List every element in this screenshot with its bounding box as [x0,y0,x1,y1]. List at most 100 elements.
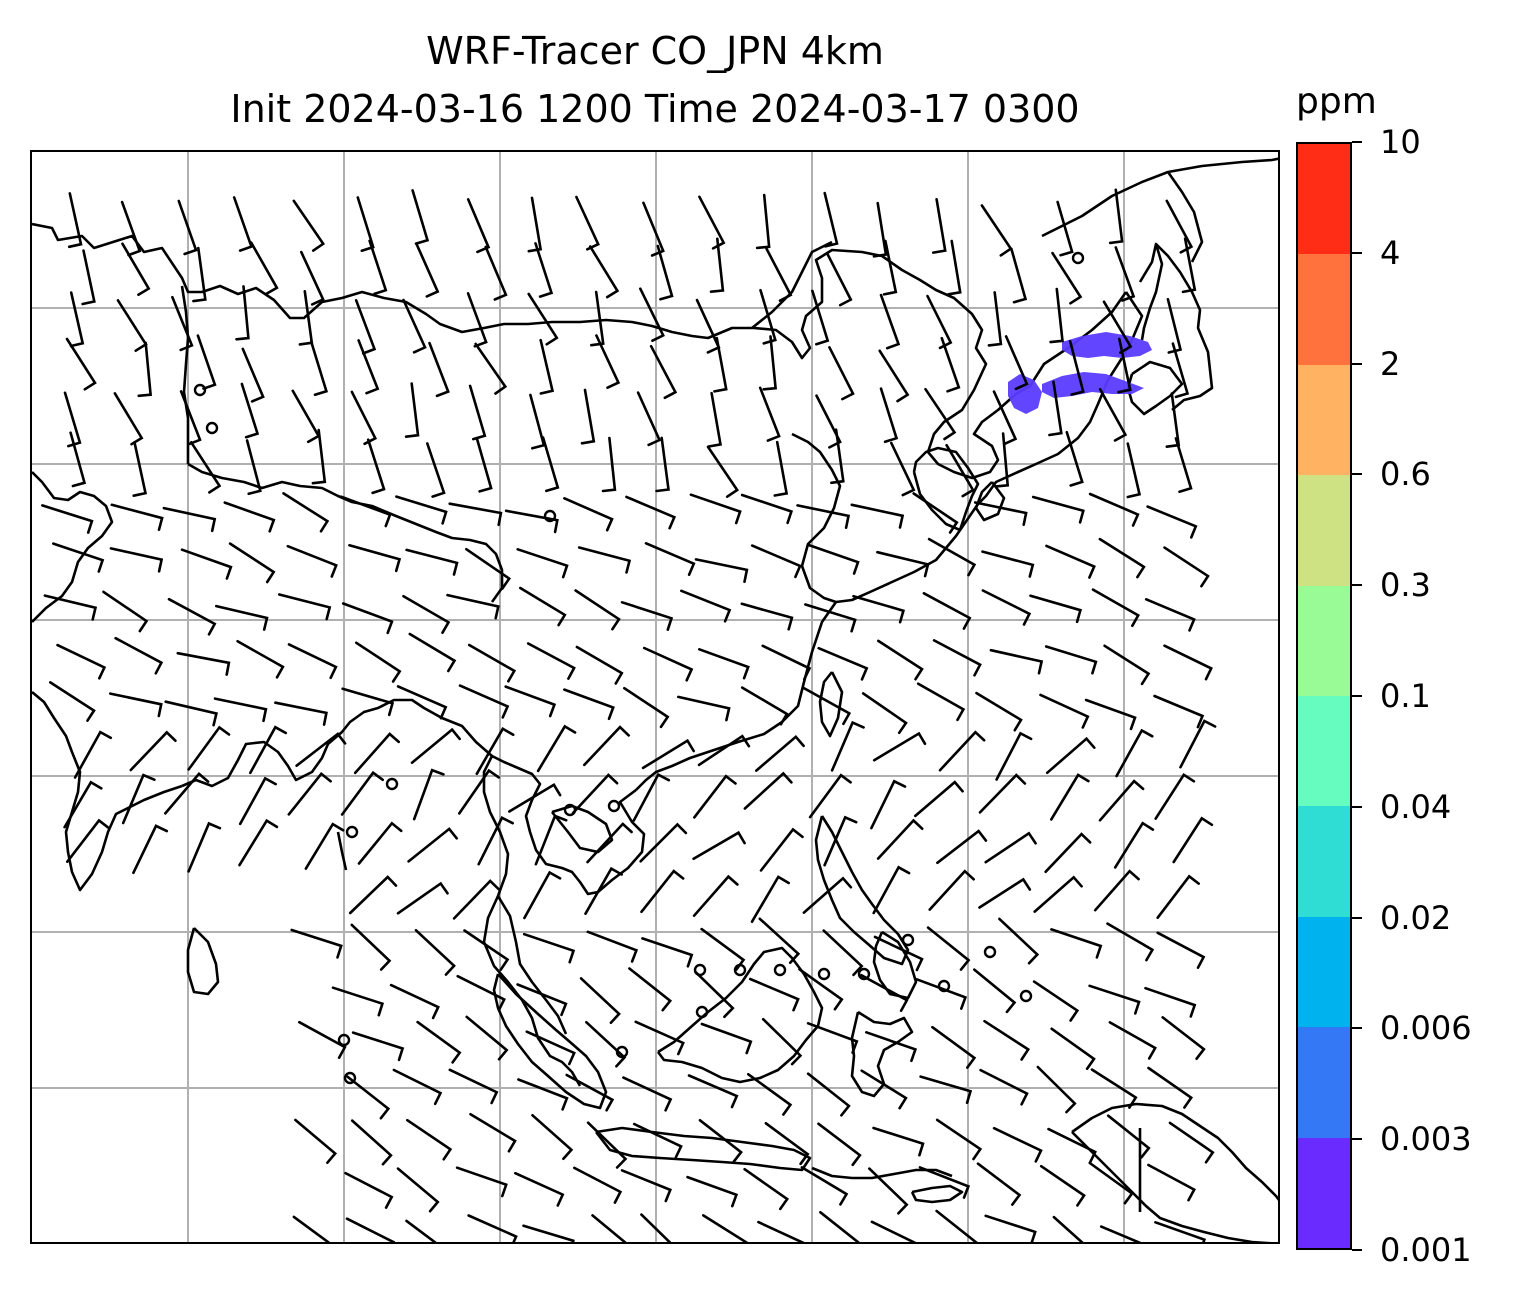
wind-barb [641,937,694,968]
plume-west-arm [1008,374,1042,414]
wind-barb [698,1119,743,1163]
wind-barb [465,547,512,590]
colorbar-tick-mark [1352,584,1362,587]
wind-barb [830,720,865,772]
colorbar-tick-label: 0.1 [1380,677,1431,715]
wind-barb [571,773,619,815]
wind-barb [877,639,924,681]
wind-barb [1166,297,1183,354]
wind-barb [698,195,726,250]
wind-barb [522,1224,575,1242]
wind-barb [241,347,265,403]
wind-barb [405,548,459,576]
wind-barb [640,869,685,914]
wind-barb [539,338,555,395]
wind-barb [940,336,961,393]
wind-barb [641,738,695,770]
coastline-hokkaido [1126,360,1184,416]
wind-barb [63,391,82,448]
wind-barb [43,594,98,621]
colorbar-segment-6 [1298,475,1350,586]
wind-barb [945,443,975,498]
wind-barb [113,392,144,446]
calm-wind-circle [385,777,399,791]
colorbar-segment-8 [1298,254,1350,365]
wind-barb [192,246,207,303]
wind-barb [1144,986,1197,1018]
wind-barb [416,1020,462,1064]
wind-barb [412,768,445,821]
wind-barb [396,881,449,915]
wind-barb [1088,984,1141,1015]
coastline-sulawesi [850,1010,914,1098]
wind-barb [292,1215,331,1242]
wind-barb [759,288,777,345]
wind-barb [1010,247,1028,304]
coastline-philippines [814,815,910,966]
wind-barb [625,495,677,530]
wind-barb [919,1075,973,1105]
wind-barb [109,692,163,718]
wind-barb [411,189,430,245]
wind-barb [466,292,488,348]
calm-wind-circle [817,967,831,981]
wind-barb [1147,1163,1196,1202]
coastline-south-china [635,601,838,791]
wind-barb [428,341,450,398]
wind-barb [978,773,1027,814]
co-tracer-plume [1008,332,1152,414]
wind-barb [973,501,1028,526]
wind-barb [935,1118,983,1161]
wind-barb [187,821,222,873]
wind-barb [922,592,972,630]
lat-lon-gridlines [32,152,1278,1242]
wind-barb [405,1219,437,1242]
wind-barb [121,242,151,296]
calm-wind-circle [983,945,997,959]
wind-barb [632,1122,683,1159]
colorbar-tick-mark [1352,362,1362,365]
wind-barb [132,824,169,875]
wind-barb [69,291,85,348]
wind-barb [534,242,554,298]
wind-barb [406,1118,453,1161]
colorbar-segment-0 [1298,1137,1350,1248]
wind-barb [697,734,751,767]
wind-barb [620,601,674,631]
wind-barb [936,829,988,865]
wind-barb [686,1175,739,1208]
wind-barb [526,642,576,680]
wind-barb [238,776,277,826]
wind-barb [591,1214,627,1242]
wind-barb [872,865,911,915]
coastline-myanmar-bangladesh [181,698,493,788]
wind-barb [876,818,924,860]
wind-barb [408,632,457,673]
wind-barb [474,342,508,395]
wind-barb [915,978,968,1010]
colorbar-tick-mark [1352,1027,1362,1030]
wind-barb [1098,537,1146,579]
wind-barb [1051,251,1083,305]
wind-barb [973,968,1017,1014]
wind-barb [1156,874,1200,919]
wind-barb [65,337,97,391]
calm-wind-circle [615,1045,629,1059]
colorbar-tick-mark [1352,1138,1362,1141]
calm-wind-circle [1071,251,1085,265]
wind-barb [984,831,1037,864]
wind-barb [1115,728,1154,778]
wind-barb [240,382,260,439]
wind-barb [850,503,905,529]
wind-barb [743,771,793,810]
wind-barb [642,201,665,257]
wind-barb [702,1214,749,1242]
wind-barb [743,1167,790,1211]
wind-barb [41,504,94,534]
wind-barb [249,725,288,775]
colorbar-segment-9 [1298,143,1350,255]
wind-barb [579,977,621,1024]
wind-barb [402,298,427,354]
wind-barb [773,440,789,497]
wind-barb [534,814,568,866]
